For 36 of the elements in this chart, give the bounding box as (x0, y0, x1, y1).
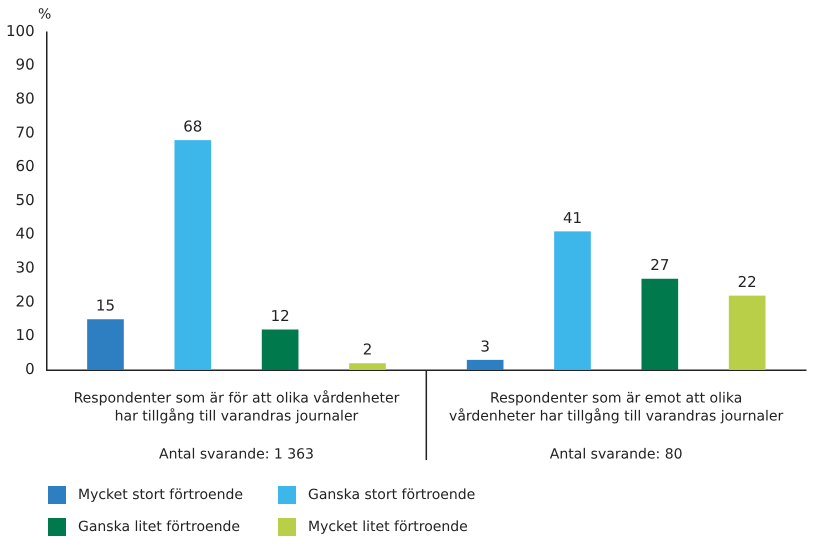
bar (262, 329, 298, 370)
y-tick-label: 90 (16, 56, 35, 74)
bar (87, 319, 124, 370)
y-tick-label: 60 (16, 157, 35, 176)
legend-label: Ganska litet förtroende (78, 519, 240, 535)
y-tick-label: 70 (16, 123, 35, 142)
y-tick-label: 30 (16, 258, 35, 276)
legend-label: Mycket litet förtroende (308, 519, 468, 535)
bar (641, 278, 678, 370)
y-tick-label: 0 (25, 360, 35, 378)
y-tick-label: 100 (6, 22, 35, 40)
x-tick-label: Respondenter som är emot att olika vårdenheter har tillgång till varandras journaler (449, 390, 784, 425)
data-label: 15 (96, 296, 116, 315)
legend-label: Ganska stort förtroende (308, 487, 476, 503)
data-label: 68 (183, 118, 202, 136)
x-tick-label: Respondenter som är för att olika vårdenheter har tillgång till varandras journaler (74, 390, 400, 425)
legend-label: Mycket stort förtroende (78, 487, 244, 503)
bar (728, 296, 766, 370)
data-label: 27 (650, 256, 670, 274)
text: Antal svarande: 1 363 (158, 446, 314, 463)
y-tick-label: 40 (16, 224, 35, 243)
bar (174, 140, 212, 370)
data-label: 2 (362, 340, 372, 359)
y-tick-label: 20 (16, 292, 35, 310)
text: Antal svarande: 80 (550, 446, 683, 463)
data-label: 3 (480, 337, 490, 356)
data-label: 41 (562, 208, 582, 227)
data-label: 12 (270, 306, 290, 325)
y-tick-label: 80 (16, 89, 35, 108)
y-tick-label: 50 (16, 190, 35, 209)
bar (554, 231, 591, 370)
y-tick-label: 10 (16, 326, 35, 344)
bar (466, 360, 504, 370)
bar (349, 363, 386, 370)
data-label: 22 (738, 273, 757, 292)
y-axis-title: % (38, 6, 52, 23)
